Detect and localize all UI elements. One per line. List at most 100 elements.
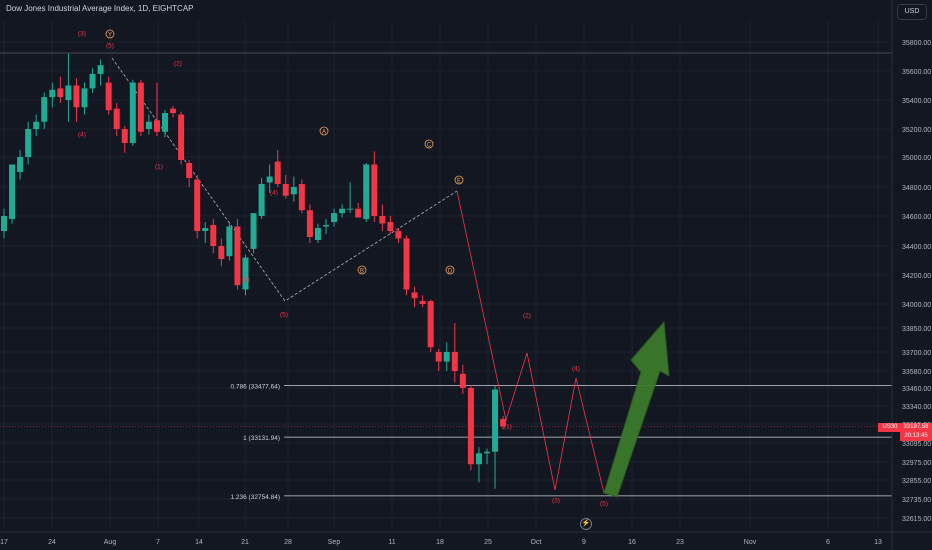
currency-button[interactable]: USD (897, 4, 927, 20)
candle (306, 204, 313, 243)
y-tick-label: 33340.00 (902, 404, 931, 411)
candle-body (170, 108, 177, 114)
candle (379, 204, 386, 231)
wave-label: (4) (572, 366, 580, 373)
candle-body (331, 213, 338, 222)
candle (403, 235, 410, 296)
x-tick-label: Oct (531, 539, 542, 546)
x-tick-label: 16 (628, 539, 636, 546)
candle-body (9, 164, 16, 219)
wave-label: B (360, 269, 364, 275)
wave-label: (1) (504, 424, 512, 431)
candle (81, 82, 88, 115)
fib-label: 0.786 (33477.64) (230, 384, 280, 391)
candle-body (298, 184, 305, 211)
candle (266, 164, 273, 193)
candle (73, 78, 80, 122)
y-tick-label: 32735.00 (902, 497, 931, 504)
x-tick-label: 24 (48, 539, 56, 546)
candle-body (443, 352, 450, 362)
fib-label: 1 (33131.94) (243, 435, 280, 442)
candle (298, 179, 305, 214)
candle (129, 79, 136, 146)
candle (65, 53, 72, 122)
wave-label-circle (454, 175, 464, 185)
candle-body (282, 184, 289, 196)
y-tick-label: 35400.00 (902, 98, 931, 105)
y-tick-label: 33850.00 (902, 326, 931, 333)
candle (97, 59, 104, 86)
candle-body (492, 389, 499, 452)
candle-body (73, 85, 80, 108)
candle (355, 202, 362, 218)
price-axis: 35800.00 35600.00 35400.00 35200.00 35000.00… (891, 0, 931, 550)
candle (162, 110, 168, 138)
fib-label: 1.236 (32754.84) (230, 494, 280, 501)
wave-label: (4) (78, 132, 86, 139)
candle-body (274, 161, 281, 184)
y-tick-label: 33095.00 (902, 441, 931, 448)
candle (339, 204, 346, 218)
candle-body (339, 208, 346, 214)
candles (1, 53, 507, 489)
wave-label: (3) (242, 277, 250, 284)
candle (427, 299, 434, 352)
candle (371, 151, 378, 222)
wave-label-circle (445, 265, 455, 275)
candle (89, 68, 96, 93)
candle-body (33, 121, 40, 129)
candle (323, 219, 329, 234)
candle-body (57, 88, 64, 98)
candle-body (145, 121, 152, 129)
candle-body (250, 213, 257, 249)
x-tick-label: Nov (744, 539, 757, 546)
candle-body (419, 301, 426, 304)
y-tick-label: 32975.00 (902, 460, 931, 467)
x-tick-label: 23 (676, 539, 684, 546)
projection-arrow-shape (603, 320, 670, 498)
y-tick-label: 35200.00 (902, 127, 931, 134)
x-tick-label: Aug (104, 539, 117, 546)
candle-body (89, 73, 96, 89)
candle (459, 364, 466, 394)
x-tick-label: 6 (826, 539, 830, 546)
candle-body (97, 65, 104, 74)
candle (492, 385, 499, 489)
candle-body (129, 82, 136, 143)
wave-label-circle (105, 29, 115, 39)
candle-body (484, 451, 490, 454)
candle-body (202, 228, 209, 231)
candle (218, 238, 225, 267)
lightning-icon[interactable]: ⚡ (580, 518, 592, 530)
y-tick-label: 35000.00 (902, 155, 931, 162)
candle-body (379, 216, 386, 224)
candle (475, 446, 482, 483)
candle-body (153, 120, 160, 132)
y-tick-label: 32855.00 (902, 478, 931, 485)
candle-body (363, 164, 370, 219)
candle-body (218, 246, 225, 260)
wave-label-circle (319, 126, 329, 136)
x-tick-label: 7 (156, 539, 160, 546)
candle-body (242, 257, 249, 290)
wave-label: Y (108, 33, 112, 39)
symbol-tag: US30 (878, 423, 902, 432)
candle (57, 76, 64, 103)
wave-label: (5) (600, 501, 608, 508)
wave-label-circle (357, 265, 367, 275)
x-tick-label: 18 (436, 539, 444, 546)
y-tick-label: 34600.00 (902, 214, 931, 221)
last-price-tag: 33197.58 20:13:45 (900, 423, 932, 441)
x-tick-label: 11 (388, 539, 395, 546)
candle (121, 126, 128, 153)
chart-title: Dow Jones Industrial Average Index, 1D, … (6, 4, 194, 13)
candle (33, 114, 40, 136)
y-tick-label: 33460.00 (902, 386, 931, 393)
wave-label: E (457, 179, 461, 185)
candle-body (25, 129, 32, 157)
candle (347, 182, 354, 214)
y-tick-label: 34200.00 (902, 273, 931, 280)
candle (411, 286, 418, 308)
candle-body (435, 352, 442, 362)
